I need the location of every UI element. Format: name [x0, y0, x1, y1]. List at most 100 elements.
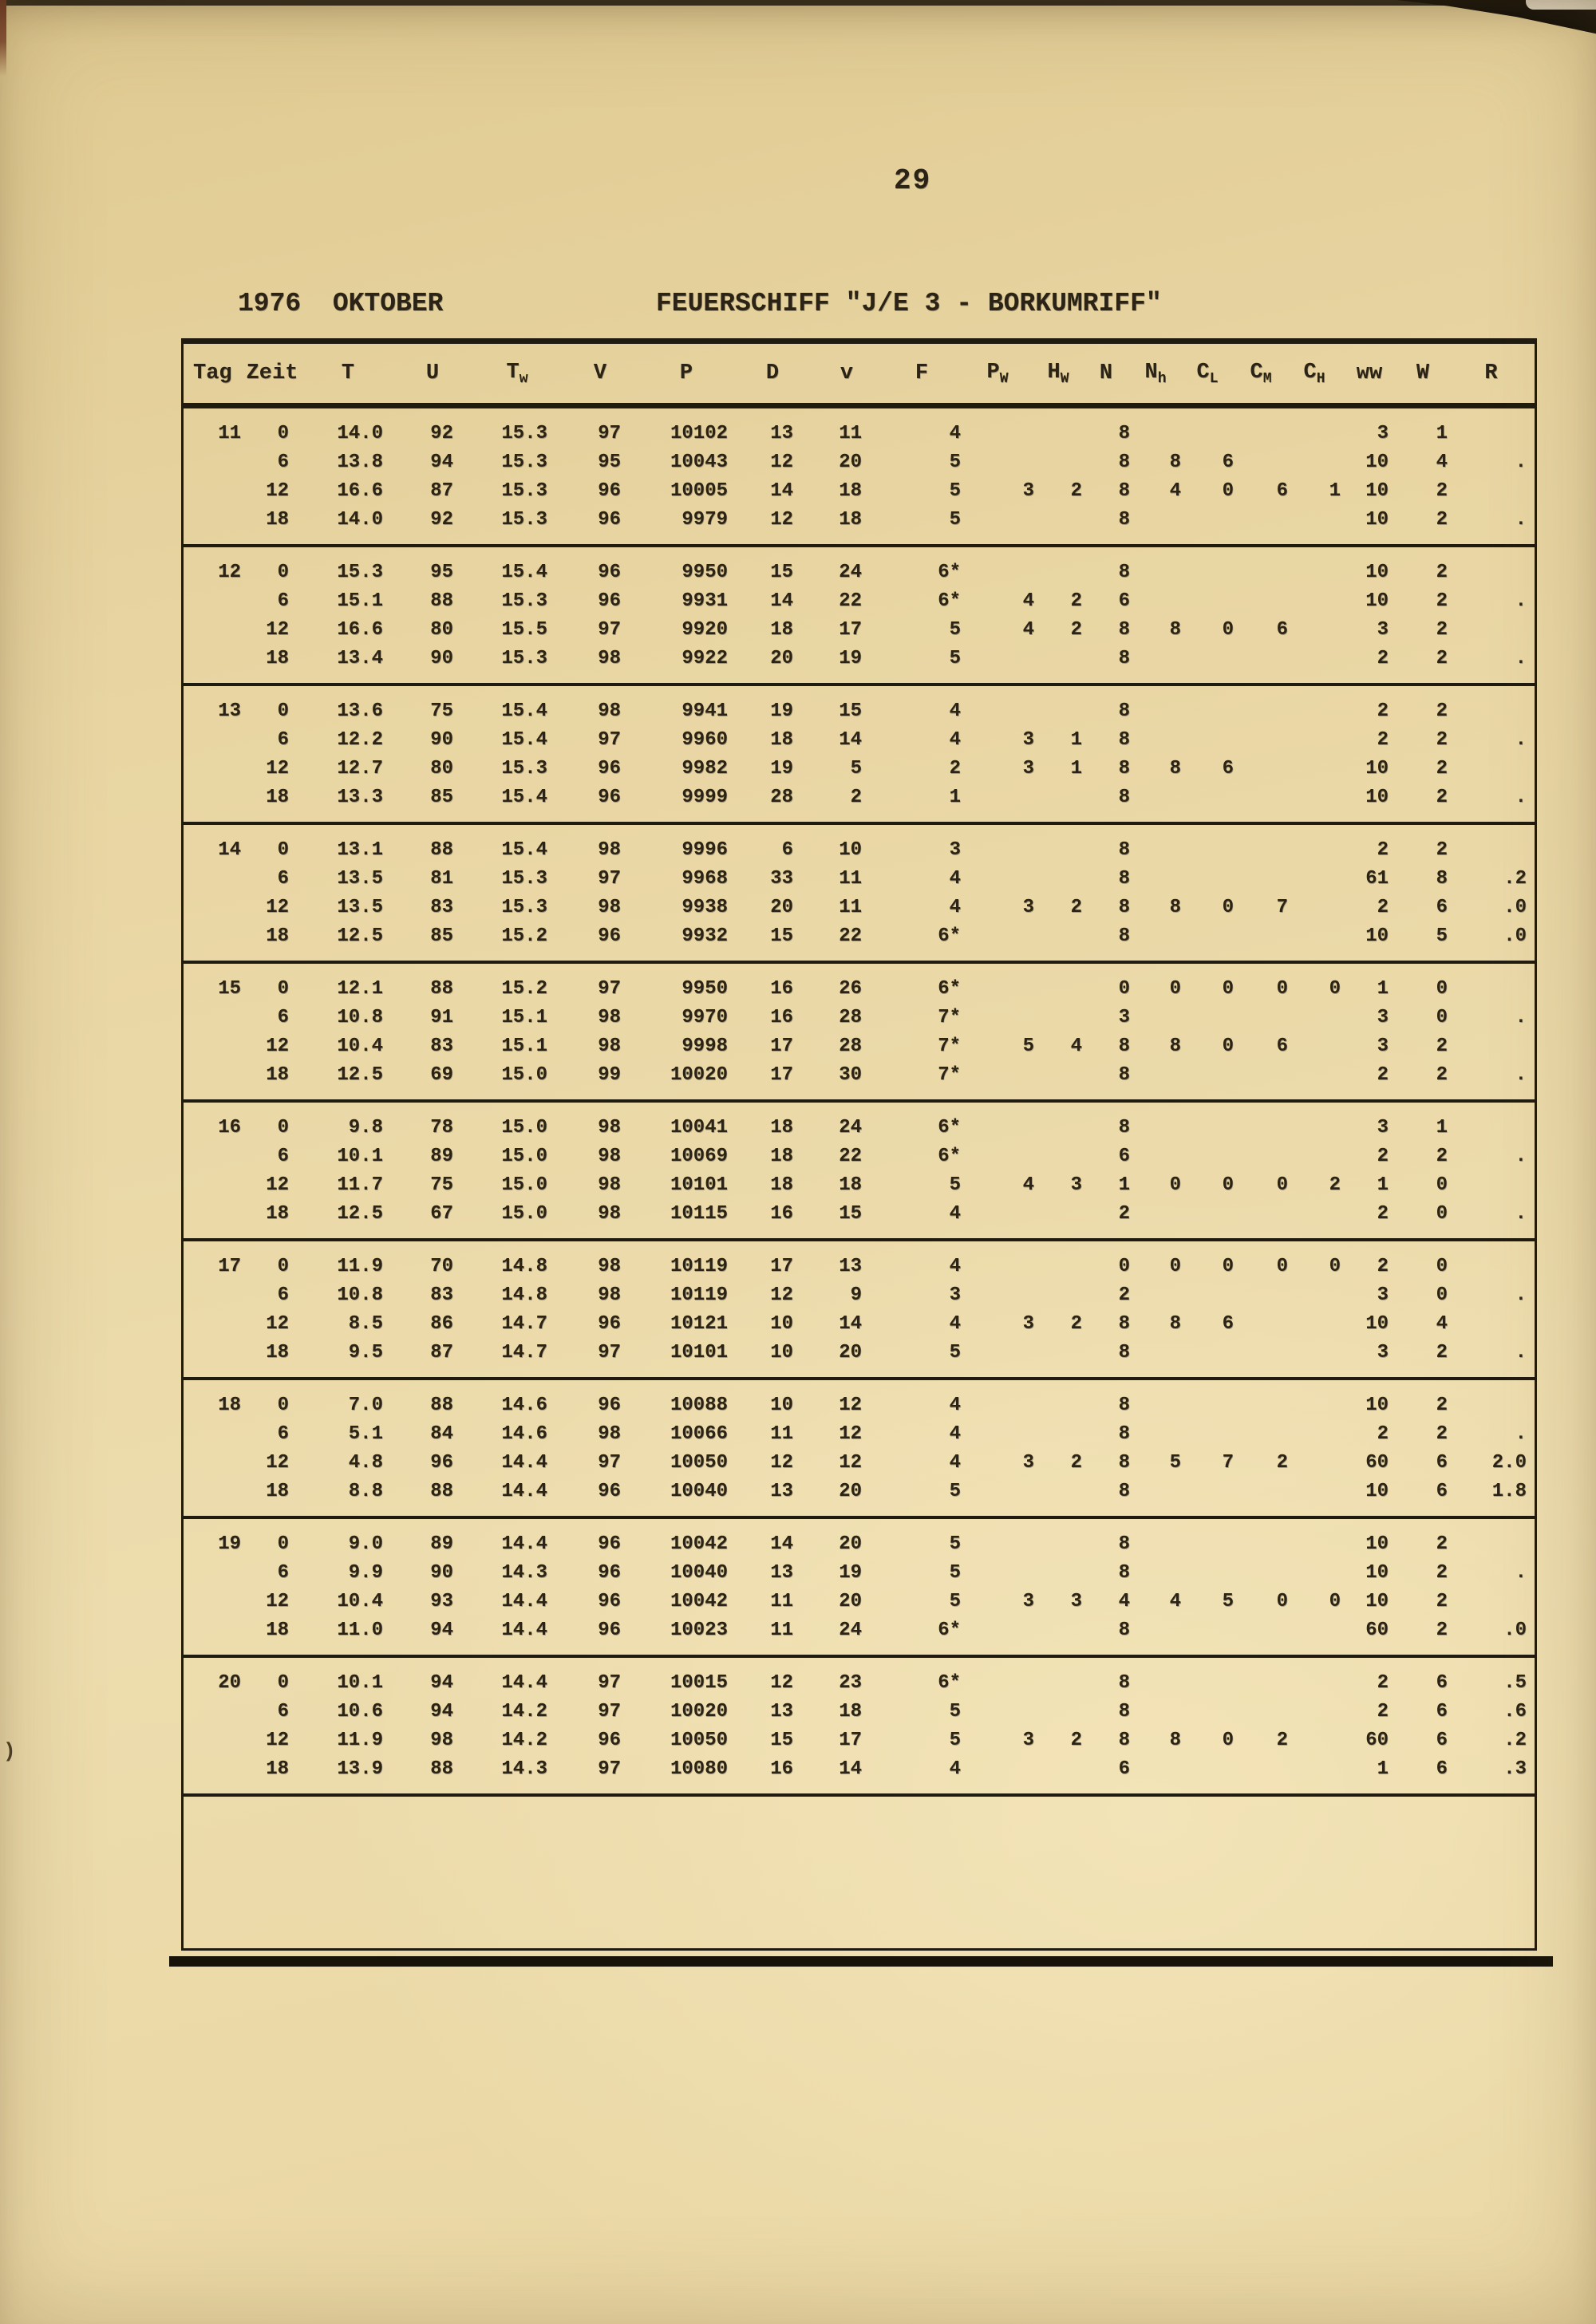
cell-u: 83 [430, 897, 453, 918]
cell-v-wind: 10 [839, 839, 862, 861]
cell-w: 2 [1436, 1423, 1448, 1445]
day-block-16: 16 0 9.8 78 15.0 98 10041 18 24 6* 8 3 1 6 10.1 89 15.0 9… [184, 1101, 1535, 1240]
cell-v-wind: 9 [850, 1284, 862, 1306]
cell-tag [184, 587, 241, 616]
cell-ch [1288, 685, 1341, 726]
cell-u: 85 [430, 925, 453, 947]
cell-v-vis: 96 [598, 925, 621, 947]
cell-tag [184, 865, 241, 894]
cell-w: 8 [1436, 868, 1448, 890]
cell-d: 10 [770, 1313, 793, 1335]
cell-zeit: 12 [266, 1452, 289, 1474]
cell-v-wind: 2 [850, 787, 862, 808]
cell-zeit: 6 [277, 1007, 289, 1028]
cell-v-wind: 28 [839, 1036, 862, 1057]
cell-cm [1234, 1200, 1288, 1240]
cell-v-wind: 18 [839, 1174, 862, 1196]
cell-zeit: 0 [277, 562, 289, 583]
cell-cl [1181, 1101, 1234, 1142]
cell-n: 8 [1118, 1730, 1130, 1751]
cell-cl [1181, 506, 1234, 546]
cell-zeit: 12 [266, 480, 289, 502]
cell-v-vis: 98 [598, 897, 621, 918]
cell-v-wind: 11 [839, 423, 862, 444]
cell-ch [1288, 783, 1341, 823]
cell-cm [1234, 1310, 1288, 1339]
cell-tw: 15.4 [501, 787, 547, 808]
obs-row: 6 10.8 91 15.1 98 9970 16 28 7* 3 3 0. [184, 1004, 1535, 1032]
cell-tag [184, 1200, 241, 1240]
cell-cl [1181, 922, 1234, 962]
cell-t: 10.4 [337, 1036, 383, 1057]
obs-row: 6 9.9 90 14.3 96 10040 13 19 5 8 10 2. [184, 1559, 1535, 1588]
cell-cm [1234, 406, 1288, 449]
cell-nh: 4 [1169, 480, 1181, 502]
cell-f: 7* [938, 1064, 961, 1086]
cell-t: 11.9 [337, 1256, 383, 1277]
cell-p: 10050 [670, 1730, 728, 1751]
cell-u: 91 [430, 1007, 453, 1028]
cell-t: 10.6 [337, 1701, 383, 1722]
cell-d: 18 [770, 1174, 793, 1196]
cell-v-wind: 18 [839, 1701, 862, 1722]
cell-tw: 14.7 [501, 1313, 547, 1335]
cell-cm [1234, 1656, 1288, 1698]
cell-n: 8 [1118, 1036, 1130, 1057]
cell-ww: 10 [1365, 509, 1389, 531]
cell-t: 9.5 [348, 1342, 383, 1363]
cell-n: 1 [1118, 1174, 1130, 1196]
cell-n: 6 [1118, 1758, 1130, 1780]
cell-t: 5.1 [348, 1423, 383, 1445]
cell-ch [1288, 1420, 1341, 1449]
cell-v-vis: 96 [598, 509, 621, 531]
obs-row: 12 16.6 87 15.3 96 10005 14 18 5 3 2 8 4 0 6 1 10 2 [184, 477, 1535, 506]
cell-cl [1181, 546, 1234, 587]
cell-n: 8 [1118, 758, 1130, 779]
cell-cl [1181, 1379, 1234, 1420]
cell-v-wind: 24 [839, 562, 862, 583]
cell-p: 9938 [681, 897, 728, 918]
cell-hw [1034, 962, 1082, 1004]
cell-ch [1288, 616, 1341, 645]
cell-hw: 2 [1070, 1313, 1082, 1335]
cell-hw [1034, 406, 1082, 449]
cell-f: 4 [949, 1452, 961, 1474]
cell-ww: 10 [1365, 1313, 1389, 1335]
cell-t: 16.6 [337, 480, 383, 502]
cell-t: 10.8 [337, 1007, 383, 1028]
cell-f: 2 [949, 758, 961, 779]
obs-row: 18 13.9 88 14.3 97 10080 16 14 4 6 1 6.3 [184, 1755, 1535, 1795]
cell-nh [1130, 1420, 1181, 1449]
cell-cl [1181, 1142, 1234, 1171]
cell-n: 8 [1118, 423, 1130, 444]
cell-r: 2.0 [1491, 1452, 1527, 1474]
cell-ww: 2 [1377, 729, 1389, 751]
cell-f: 5 [949, 1730, 961, 1751]
cell-d: 11 [770, 1423, 793, 1445]
obs-row: 6 12.2 90 15.4 97 9960 18 14 4 3 1 8 2 2. [184, 726, 1535, 755]
cell-n: 8 [1118, 787, 1130, 808]
cell-v-vis: 97 [598, 1342, 621, 1363]
cell-f: 5 [949, 480, 961, 502]
filler-row [184, 1795, 1535, 1948]
cell-r: . [1515, 648, 1527, 669]
cell-d: 14 [770, 1533, 793, 1555]
cell-f: 4 [949, 1313, 961, 1335]
cell-zeit: 18 [266, 1758, 289, 1780]
cell-f: 7* [938, 1007, 961, 1028]
cell-t: 13.3 [337, 787, 383, 808]
cell-p: 9970 [681, 1007, 728, 1028]
cell-r [1448, 1240, 1535, 1281]
cell-u: 87 [430, 1342, 453, 1363]
cell-tag [184, 894, 241, 922]
cell-v-vis: 96 [598, 1591, 621, 1612]
col-header-f: F [883, 344, 961, 408]
cell-u: 83 [430, 1036, 453, 1057]
cell-zeit: 0 [277, 1117, 289, 1138]
cell-v-wind: 20 [839, 1591, 862, 1612]
cell-hw: 1 [1070, 758, 1082, 779]
cell-n: 8 [1118, 925, 1130, 947]
obs-row: 12 0 15.3 95 15.4 96 9950 15 24 6* 8 10 2 [184, 546, 1535, 587]
cell-hw [1034, 1616, 1082, 1656]
